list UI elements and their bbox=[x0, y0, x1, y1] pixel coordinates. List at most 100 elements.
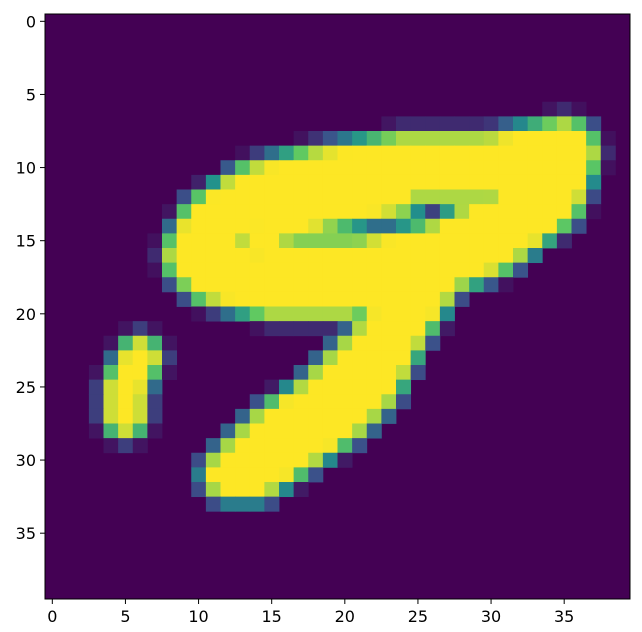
heatmap-cell bbox=[410, 291, 426, 307]
y-tick-label: 5 bbox=[26, 85, 36, 104]
heatmap-cell bbox=[279, 160, 295, 176]
heatmap-cell bbox=[396, 306, 412, 322]
heatmap-cell bbox=[279, 218, 295, 234]
heatmap-cell bbox=[439, 248, 455, 264]
heatmap-cell bbox=[352, 291, 368, 307]
heatmap-cell bbox=[176, 291, 192, 307]
heatmap-cell bbox=[147, 423, 163, 439]
heatmap-cell bbox=[279, 482, 295, 498]
heatmap-cell bbox=[366, 335, 382, 351]
heatmap-cell bbox=[132, 321, 148, 337]
heatmap-cell bbox=[220, 218, 236, 234]
heatmap-cell bbox=[396, 350, 412, 366]
heatmap-cell bbox=[308, 233, 324, 249]
heatmap-cell bbox=[498, 174, 514, 190]
heatmap-cell bbox=[396, 248, 412, 264]
heatmap-cell bbox=[425, 262, 441, 278]
heatmap-cell bbox=[103, 408, 119, 424]
heatmap-cell bbox=[483, 174, 499, 190]
heatmap-cell bbox=[162, 335, 178, 351]
heatmap-cell bbox=[205, 438, 221, 454]
heatmap-cell bbox=[483, 116, 499, 132]
heatmap-cell bbox=[498, 277, 514, 293]
heatmap-cell bbox=[308, 204, 324, 220]
heatmap-cell bbox=[264, 189, 280, 205]
heatmap-cell bbox=[322, 452, 338, 468]
heatmap-cell bbox=[176, 262, 192, 278]
heatmap-cell bbox=[454, 204, 470, 220]
heatmap-cell bbox=[483, 233, 499, 249]
heatmap-cell bbox=[425, 277, 441, 293]
axes-frame bbox=[44, 13, 631, 600]
heatmap-cell bbox=[118, 379, 134, 395]
heatmap-cell bbox=[293, 321, 309, 337]
heatmap-cell bbox=[322, 174, 338, 190]
heatmap-cell bbox=[103, 438, 119, 454]
heatmap-cell bbox=[352, 248, 368, 264]
heatmap-cell bbox=[586, 204, 602, 220]
heatmap-cell bbox=[396, 189, 412, 205]
heatmap-cell bbox=[322, 204, 338, 220]
heatmap-cell bbox=[293, 277, 309, 293]
heatmap-cell bbox=[454, 116, 470, 132]
heatmap-cell bbox=[322, 131, 338, 147]
heatmap-cell bbox=[249, 438, 265, 454]
x-tick-label: 10 bbox=[188, 607, 208, 626]
heatmap-cell bbox=[513, 233, 529, 249]
heatmap-cell bbox=[308, 277, 324, 293]
heatmap-cell bbox=[527, 204, 543, 220]
heatmap-cell bbox=[513, 131, 529, 147]
heatmap-cell bbox=[293, 408, 309, 424]
heatmap-cell bbox=[425, 335, 441, 351]
heatmap-cell bbox=[235, 218, 251, 234]
heatmap-cell bbox=[322, 233, 338, 249]
heatmap-cell bbox=[118, 394, 134, 410]
heatmap-cell bbox=[220, 233, 236, 249]
heatmap-cell bbox=[571, 174, 587, 190]
heatmap-cell bbox=[220, 423, 236, 439]
heatmap-cell bbox=[410, 131, 426, 147]
heatmap-cell bbox=[279, 262, 295, 278]
heatmap-cell bbox=[279, 467, 295, 483]
heatmap-cell bbox=[264, 218, 280, 234]
heatmap-cell bbox=[513, 145, 529, 161]
heatmap-cell bbox=[220, 482, 236, 498]
heatmap-cell bbox=[366, 365, 382, 381]
heatmap-cell bbox=[264, 496, 280, 512]
heatmap-cell bbox=[410, 248, 426, 264]
heatmap-cell bbox=[162, 277, 178, 293]
heatmap-cell bbox=[381, 379, 397, 395]
heatmap-cell bbox=[279, 174, 295, 190]
heatmap-cell bbox=[396, 174, 412, 190]
heatmap-cell bbox=[249, 321, 265, 337]
heatmap-cell bbox=[439, 160, 455, 176]
heatmap-cell bbox=[279, 204, 295, 220]
heatmap-cell bbox=[498, 145, 514, 161]
heatmap-cell bbox=[249, 262, 265, 278]
heatmap-cell bbox=[571, 160, 587, 176]
x-tick-label: 15 bbox=[262, 607, 282, 626]
heatmap-cell bbox=[513, 218, 529, 234]
heatmap-cell bbox=[249, 218, 265, 234]
heatmap-cell bbox=[322, 248, 338, 264]
heatmap-cell bbox=[366, 160, 382, 176]
heatmap-cell bbox=[483, 145, 499, 161]
heatmap-cell bbox=[425, 233, 441, 249]
heatmap-cell bbox=[498, 218, 514, 234]
heatmap-cell bbox=[337, 379, 353, 395]
heatmap-cell bbox=[162, 248, 178, 264]
heatmap-cell bbox=[147, 408, 163, 424]
heatmap-cell bbox=[205, 496, 221, 512]
heatmap-cell bbox=[293, 379, 309, 395]
heatmap-cell bbox=[235, 262, 251, 278]
heatmap-cell bbox=[366, 306, 382, 322]
x-tick-label: 0 bbox=[47, 607, 57, 626]
heatmap-cell bbox=[205, 189, 221, 205]
heatmap-cell bbox=[147, 335, 163, 351]
heatmap-cell bbox=[527, 116, 543, 132]
heatmap-cell bbox=[322, 291, 338, 307]
heatmap-cell bbox=[527, 248, 543, 264]
heatmap-cell bbox=[308, 438, 324, 454]
heatmap-cell bbox=[381, 145, 397, 161]
heatmap-cell bbox=[381, 277, 397, 293]
